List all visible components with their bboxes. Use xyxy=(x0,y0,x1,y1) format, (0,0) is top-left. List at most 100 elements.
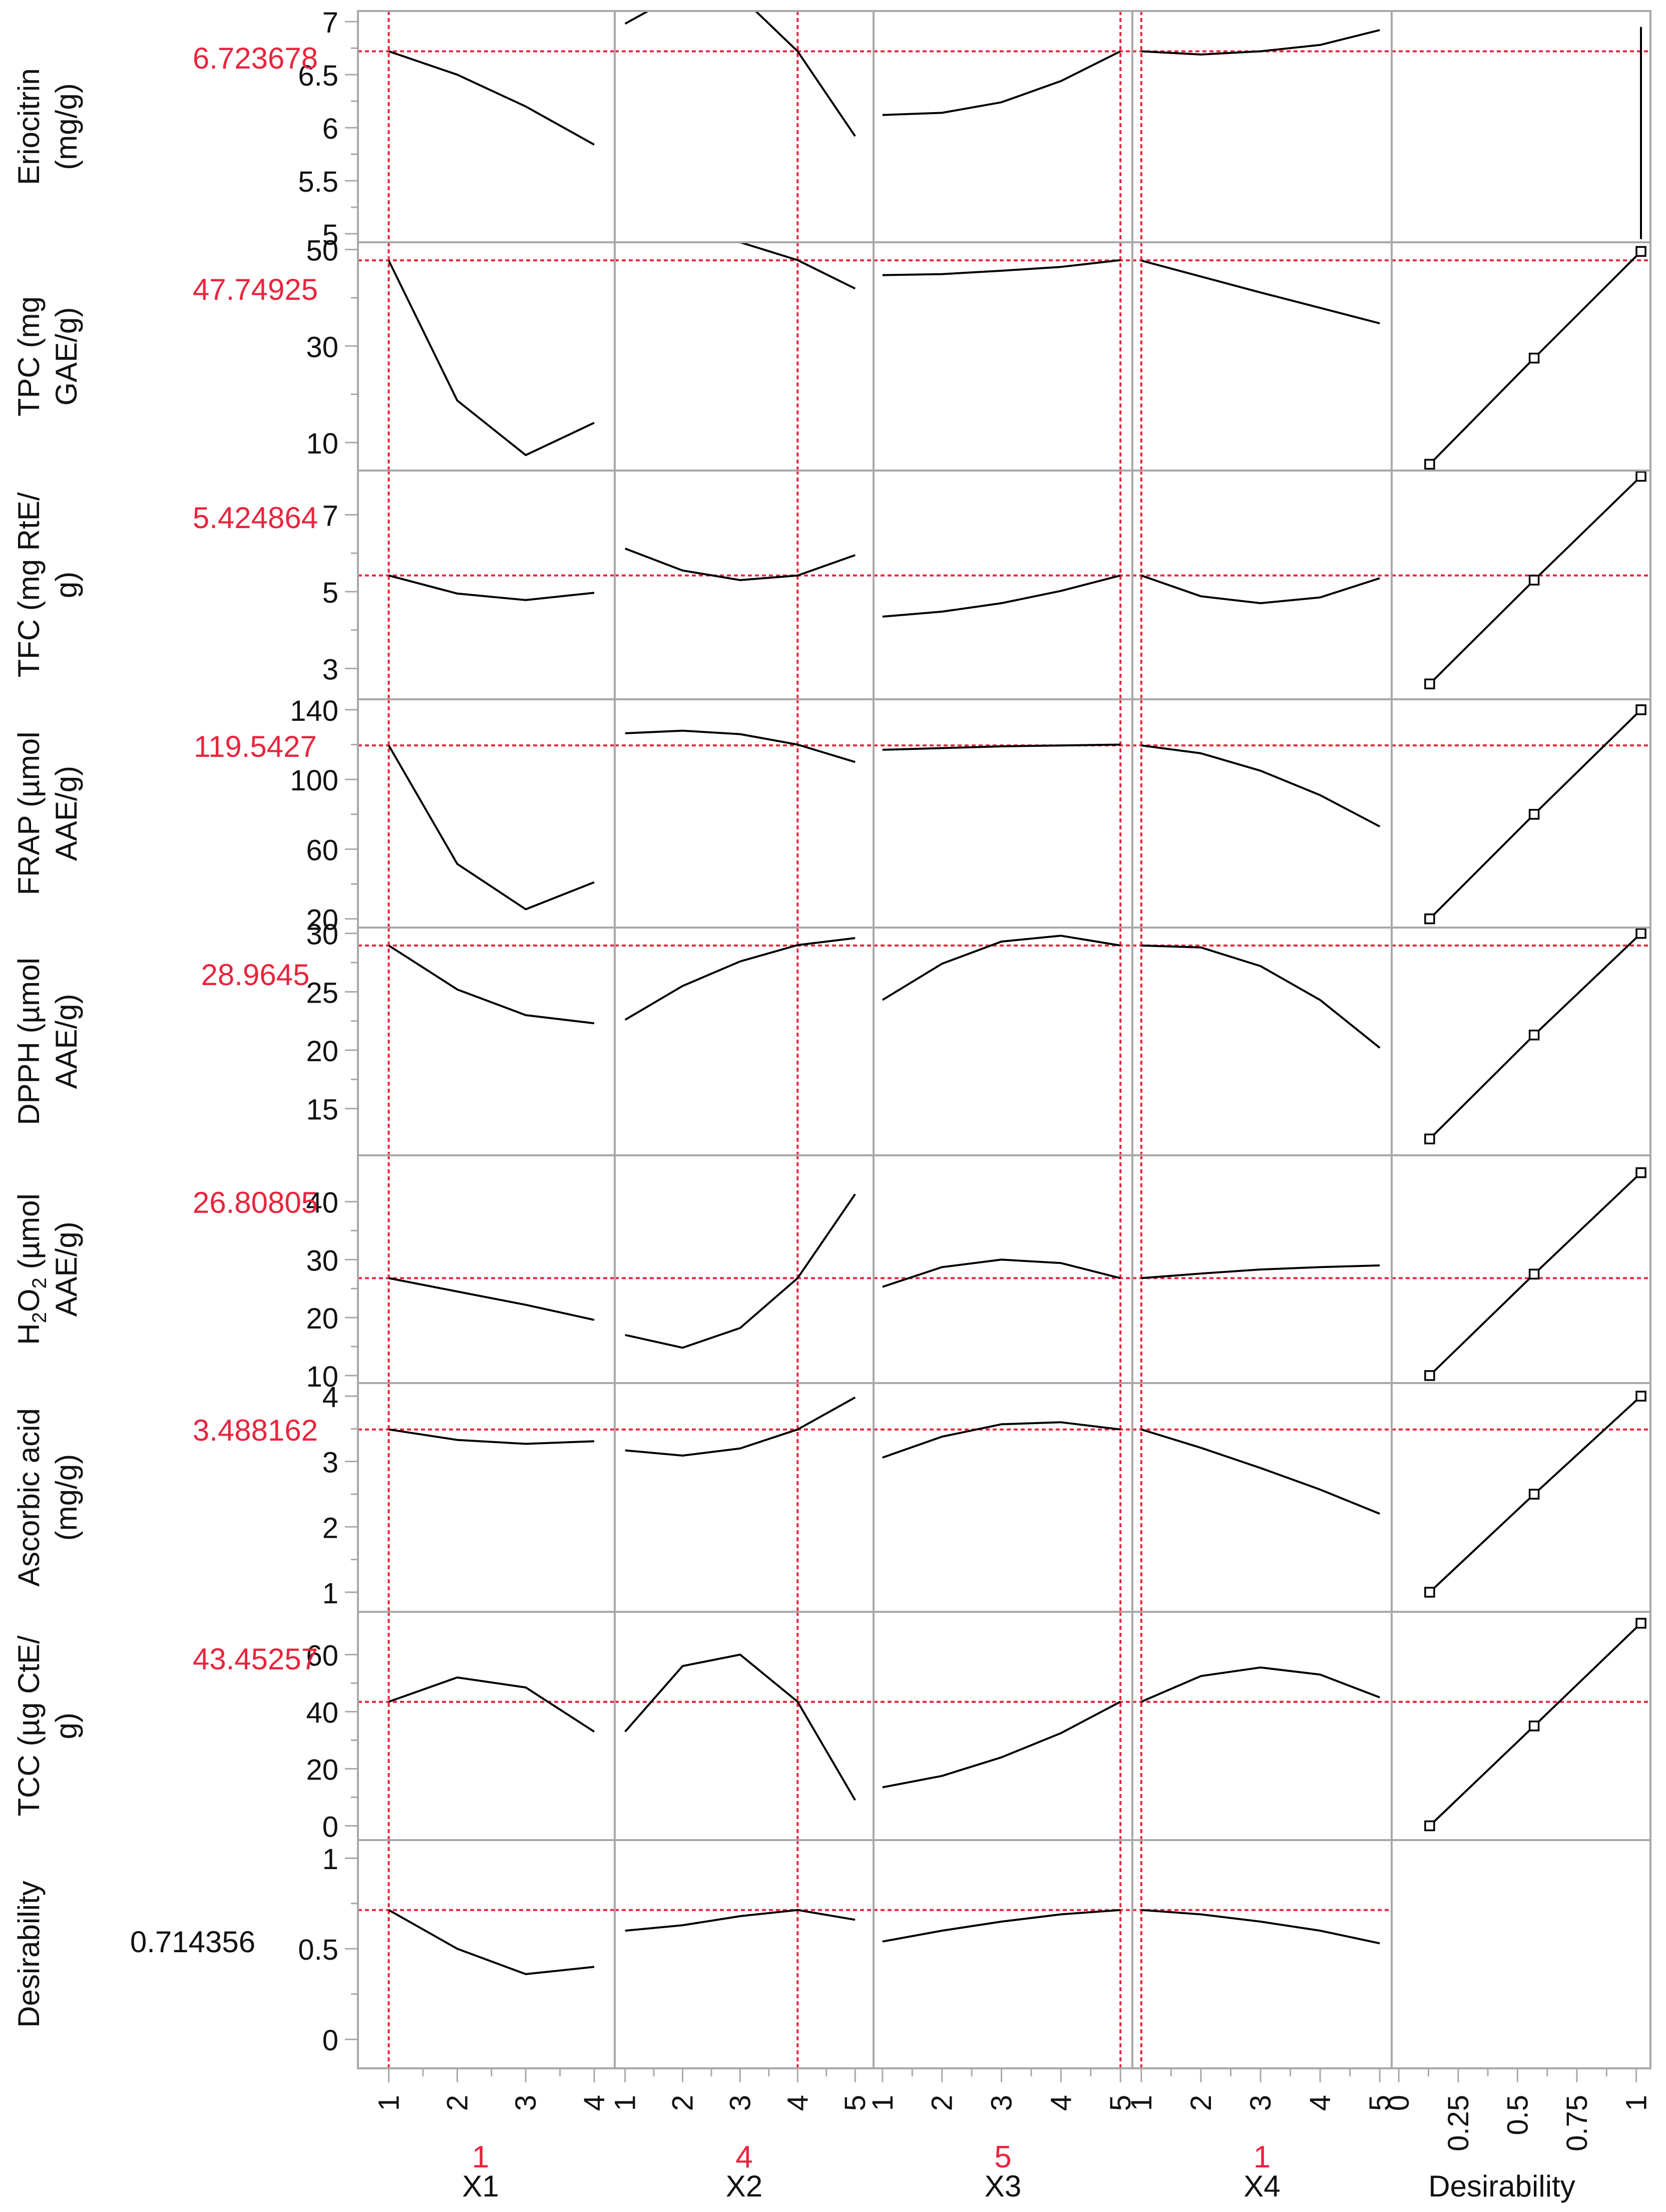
response-label-line: FRAP (µmol xyxy=(12,732,46,896)
x-tick-label: 4 xyxy=(1304,2095,1337,2111)
factor-current-value[interactable]: 5 xyxy=(994,2140,1011,2174)
response-label-line: TFC (mg RtE/ xyxy=(12,492,46,677)
current-response-value: 6.723678 xyxy=(193,42,318,75)
y-axis-r4: 15 20 25 30 xyxy=(306,919,359,1155)
desirability-handle[interactable] xyxy=(1635,471,1646,482)
desirability-handle[interactable] xyxy=(1528,575,1540,586)
desirability-handle[interactable] xyxy=(1424,459,1435,470)
cell-r3-c1 xyxy=(615,699,874,928)
response-label-r0: Eriocitrin (mg/g) 6.723678 xyxy=(12,42,318,185)
cell-r1-c1 xyxy=(615,242,874,471)
desirability-handle[interactable] xyxy=(1635,1167,1646,1178)
cell-frame xyxy=(614,1611,875,1841)
cell-frame xyxy=(873,927,1133,1156)
desirability-handle[interactable] xyxy=(1635,928,1646,939)
desirability-handle[interactable] xyxy=(1528,1268,1540,1280)
response-label-line: AAE/g) xyxy=(50,766,83,861)
cell-frame xyxy=(357,698,616,929)
profile-trace xyxy=(882,1421,1121,1459)
profile-trace xyxy=(625,1396,856,1457)
x-tick-label: 0.75 xyxy=(1561,2095,1593,2151)
y-tick-label: 5 xyxy=(322,577,338,609)
x-tick-label: 1 xyxy=(609,2095,642,2111)
cell-frame xyxy=(873,1611,1133,1841)
desirability-handle[interactable] xyxy=(1635,1391,1646,1402)
y-tick-label: 0 xyxy=(322,1811,338,1844)
profile-trace xyxy=(625,1193,856,1349)
profile-trace xyxy=(882,1258,1121,1288)
desirability-handle[interactable] xyxy=(1424,1820,1435,1832)
response-label-line: g) xyxy=(50,1712,83,1739)
desirability-handle[interactable] xyxy=(1424,678,1435,690)
cell-r3-c3 xyxy=(1132,699,1392,928)
cell-frame xyxy=(873,1839,1133,2069)
cell-r5-c4 xyxy=(1392,1167,1650,1381)
profile-trace xyxy=(882,50,1121,116)
desirability-handle[interactable] xyxy=(1424,1133,1435,1145)
cell-r0-c1 xyxy=(615,11,874,242)
cell-r7-c1 xyxy=(615,1612,874,1840)
profile-trace xyxy=(882,1700,1121,1789)
y-tick-label: 4 xyxy=(322,1381,338,1414)
y-tick-label: 50 xyxy=(306,234,338,267)
y-tick-label: 15 xyxy=(306,1094,338,1126)
x-tick-label: 1 xyxy=(867,2095,899,2111)
cell-frame xyxy=(1131,10,1393,243)
y-tick-label: 10 xyxy=(306,427,338,460)
cell-r7-c4 xyxy=(1392,1618,1650,1832)
desirability-handle[interactable] xyxy=(1528,352,1540,364)
y-tick-label: 5 xyxy=(322,219,338,251)
x-tick-label: 1 xyxy=(1125,2095,1158,2111)
desirability-handle[interactable] xyxy=(1528,1720,1540,1731)
cell-frame xyxy=(1131,1839,1393,2069)
profile-trace xyxy=(388,50,595,146)
profile-trace xyxy=(1141,1909,1380,1945)
x-tick-label: 0.5 xyxy=(1501,2095,1534,2135)
cell-r0-c2 xyxy=(874,11,1132,242)
desirability-handle[interactable] xyxy=(1528,1029,1540,1041)
y-axis-r1: 10 30 50 xyxy=(306,234,359,471)
profile-trace xyxy=(1141,574,1380,604)
cell-frame xyxy=(1391,1154,1651,1384)
cell-r3-c2 xyxy=(874,699,1132,928)
profile-trace xyxy=(1141,259,1380,324)
desirability-handle[interactable] xyxy=(1635,1618,1646,1629)
desirability-handle[interactable] xyxy=(1635,704,1646,715)
cell-r4-c4 xyxy=(1392,928,1650,1145)
y-tick-label: 40 xyxy=(306,1187,338,1219)
desirability-handle[interactable] xyxy=(1424,913,1435,925)
y-tick-label: 0 xyxy=(322,2024,338,2057)
desirability-handle[interactable] xyxy=(1528,1489,1540,1500)
cell-frame xyxy=(873,10,1133,243)
profile-trace xyxy=(388,1428,595,1445)
y-axis-r6: 1 2 3 4 xyxy=(322,1381,359,1612)
desirability-handle[interactable] xyxy=(1424,1587,1435,1598)
y-tick-label: 6 xyxy=(322,113,338,145)
desirability-handle[interactable] xyxy=(1528,808,1540,820)
profiler-cells xyxy=(358,11,1650,2068)
response-label-line: DPPH (µmol xyxy=(12,958,46,1125)
factor-current-value[interactable]: 4 xyxy=(735,2140,752,2174)
cell-frame xyxy=(614,470,875,700)
cell-r8-c3 xyxy=(1132,1840,1392,2068)
y-tick-label: 0.5 xyxy=(298,1934,338,1966)
desirability-handle[interactable] xyxy=(1635,246,1646,257)
cell-frame xyxy=(1391,10,1651,243)
current-response-value: 5.424864 xyxy=(193,501,318,535)
desirability-handle[interactable] xyxy=(1424,1370,1435,1381)
response-label-r1: TPC (mg GAE/g) 47.74925 xyxy=(12,273,318,416)
cell-frame xyxy=(1391,1382,1651,1613)
factor-current-value[interactable]: 1 xyxy=(1254,2140,1271,2174)
y-tick-label: 20 xyxy=(306,904,338,937)
cell-r5-c2 xyxy=(874,1155,1132,1383)
response-label-line: H2O2 (µmol xyxy=(12,1193,51,1345)
x-tick-label: 2 xyxy=(926,2095,959,2111)
profile-trace xyxy=(625,1909,856,1932)
cell-frame xyxy=(1391,698,1651,929)
cell-r0-c3 xyxy=(1132,11,1392,242)
factor-current-value[interactable]: 1 xyxy=(472,2140,489,2174)
y-axis-r0: 5 5.5 6 6.5 7 xyxy=(298,7,359,251)
cell-frame xyxy=(873,470,1133,700)
profile-trace xyxy=(624,1653,856,1801)
